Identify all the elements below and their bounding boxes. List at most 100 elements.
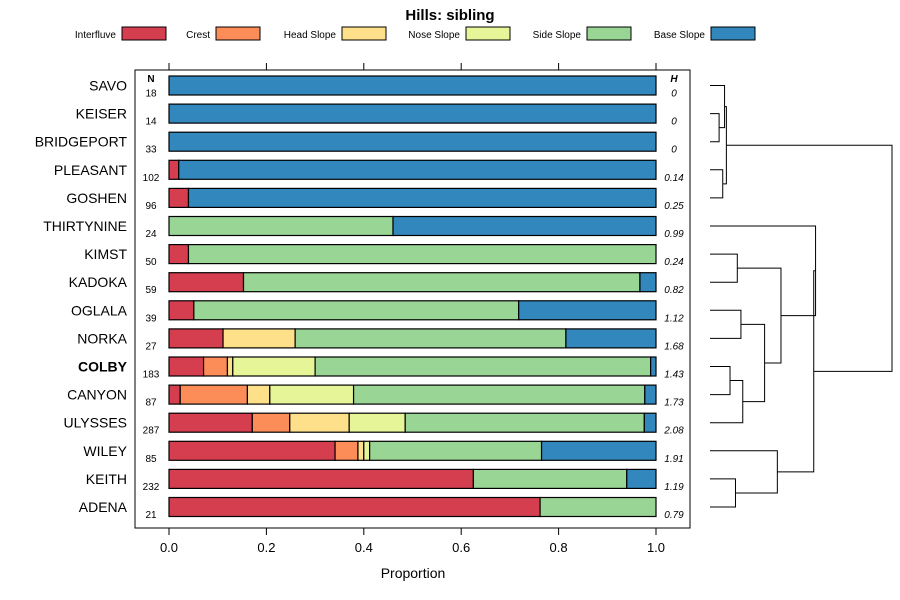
n-value-colby: 183: [143, 370, 160, 381]
n-value-thirtynine: 24: [145, 229, 157, 240]
dendrogram-link-1: [710, 85, 726, 129]
row-label-colby: COLBY: [78, 359, 128, 375]
n-column-header: N: [147, 74, 154, 85]
bar-canyon-nose-slope: [269, 384, 355, 405]
legend-label-nose-slope: Nose Slope: [408, 30, 460, 41]
bar-ulysses-side-slope: [404, 412, 645, 433]
bar-canyon-base-slope: [644, 384, 657, 405]
bar-thirtynine-side-slope: [168, 215, 394, 237]
bar-norka-side-slope: [294, 328, 567, 349]
bar-kimst-interfluve: [168, 244, 190, 265]
bar-adena-interfluve: [168, 496, 541, 518]
dendrogram-link-5: [710, 309, 742, 339]
bar-rows: SAVO 18 0 KEISER 14 0 BRIDGEPORT 33 0 PLEASANT 102…: [35, 75, 684, 521]
bar-colby-nose-slope: [232, 356, 316, 377]
row-label-kimst: KIMST: [84, 246, 127, 262]
plot-frame: [134, 69, 691, 529]
h-value-wiley: 1.91: [664, 454, 683, 465]
row-thirtynine: THIRTYNINE 24 0.99: [43, 215, 684, 240]
n-value-oglala: 39: [145, 313, 157, 324]
row-label-keiser: KEISER: [76, 106, 127, 122]
dendrogram-link-12: [710, 450, 778, 494]
bar-canyon-crest: [179, 384, 249, 405]
x-tick-label-0: 0.0: [160, 540, 178, 555]
legend-label-base-slope: Base Slope: [654, 30, 706, 41]
legend-swatch-base-slope: [710, 26, 756, 41]
row-kimst: KIMST 50 0.24: [84, 244, 684, 268]
bar-norka-interfluve: [168, 328, 224, 349]
legend-swatch-head-slope: [341, 26, 387, 41]
row-label-norka: NORKA: [77, 330, 127, 346]
legend-label-side-slope: Side Slope: [533, 30, 582, 41]
n-value-keith: 232: [143, 482, 160, 493]
row-wiley: WILEY 85 1.91: [83, 440, 684, 465]
bar-kimst-side-slope: [187, 244, 657, 265]
bar-ulysses-nose-slope: [348, 412, 406, 433]
bar-keith-base-slope: [626, 468, 657, 489]
dendrogram-link-9: [737, 267, 782, 364]
row-norka: NORKA 27 1.68: [77, 328, 684, 352]
dendrogram-link-13: [777, 270, 816, 473]
row-keiser: KEISER 14 0: [76, 103, 677, 128]
n-value-ulysses: 287: [143, 426, 160, 437]
row-pleasant: PLEASANT 102 0.14: [54, 159, 684, 184]
h-value-pleasant: 0.14: [664, 173, 684, 184]
bar-goshen-base-slope: [187, 187, 657, 208]
dendrogram-link-10: [710, 225, 817, 317]
bar-canyon-interfluve: [168, 384, 181, 405]
row-label-kadoka: KADOKA: [69, 274, 128, 290]
row-savo: SAVO 18 0: [89, 75, 677, 100]
row-label-goshen: GOSHEN: [66, 190, 127, 206]
bar-colby-side-slope: [314, 356, 652, 377]
bar-wiley-nose-slope: [363, 440, 371, 461]
dendrogram-link-8: [740, 323, 766, 403]
bar-ulysses-interfluve: [168, 412, 253, 433]
x-tick-label-1: 0.2: [257, 540, 275, 555]
bar-colby-crest: [202, 356, 229, 377]
bar-wiley-crest: [334, 440, 359, 461]
bar-oglala-side-slope: [193, 300, 520, 321]
h-column-header: H: [670, 74, 678, 85]
n-value-canyon: 87: [145, 398, 157, 409]
row-label-adena: ADENA: [79, 499, 128, 515]
row-label-wiley: WILEY: [83, 443, 127, 459]
dendrogram-link-4: [710, 253, 738, 283]
row-label-bridgeport: BRIDGEPORT: [35, 134, 128, 150]
bar-oglala-interfluve: [168, 300, 195, 321]
bar-colby-base-slope: [650, 356, 657, 377]
legend-swatch-interfluve: [121, 26, 167, 41]
bar-thirtynine-base-slope: [392, 215, 657, 237]
n-value-norka: 27: [145, 341, 157, 352]
bar-keith-interfluve: [168, 468, 474, 489]
x-tick-label-3: 0.6: [452, 540, 470, 555]
bar-kadoka-base-slope: [639, 272, 657, 293]
dendrogram-link-7: [710, 380, 744, 424]
bar-kadoka-side-slope: [242, 272, 641, 293]
bar-keith-side-slope: [472, 468, 628, 489]
x-tick-label-2: 0.4: [355, 540, 373, 555]
legend-label-head-slope: Head Slope: [284, 30, 337, 41]
row-canyon: CANYON 87 1.73: [67, 384, 684, 409]
x-axis: 0.0 0.2 0.4 0.6 0.8 1.0: [160, 528, 665, 555]
bar-canyon-head-slope: [246, 384, 271, 405]
h-value-kadoka: 0.82: [664, 285, 684, 296]
bar-bridgeport-base-slope: [168, 131, 657, 152]
h-value-colby: 1.43: [664, 370, 684, 381]
bar-norka-base-slope: [565, 328, 657, 349]
h-value-goshen: 0.25: [664, 201, 684, 212]
legend-label-crest: Crest: [186, 30, 210, 41]
x-tick-label-4: 0.8: [550, 540, 568, 555]
legend-label-interfluve: Interfluve: [75, 30, 117, 41]
dendrogram-link-6: [710, 366, 731, 396]
bar-kadoka-interfluve: [168, 272, 245, 293]
row-label-savo: SAVO: [89, 78, 127, 94]
bar-savo-base-slope: [168, 75, 657, 96]
row-adena: ADENA 21 0.79: [79, 496, 684, 521]
n-value-bridgeport: 33: [145, 145, 157, 156]
n-value-savo: 18: [145, 89, 157, 100]
n-value-pleasant: 102: [143, 173, 160, 184]
h-value-thirtynine: 0.99: [664, 229, 684, 240]
n-value-keiser: 14: [145, 117, 157, 128]
h-value-oglala: 1.12: [664, 313, 684, 324]
